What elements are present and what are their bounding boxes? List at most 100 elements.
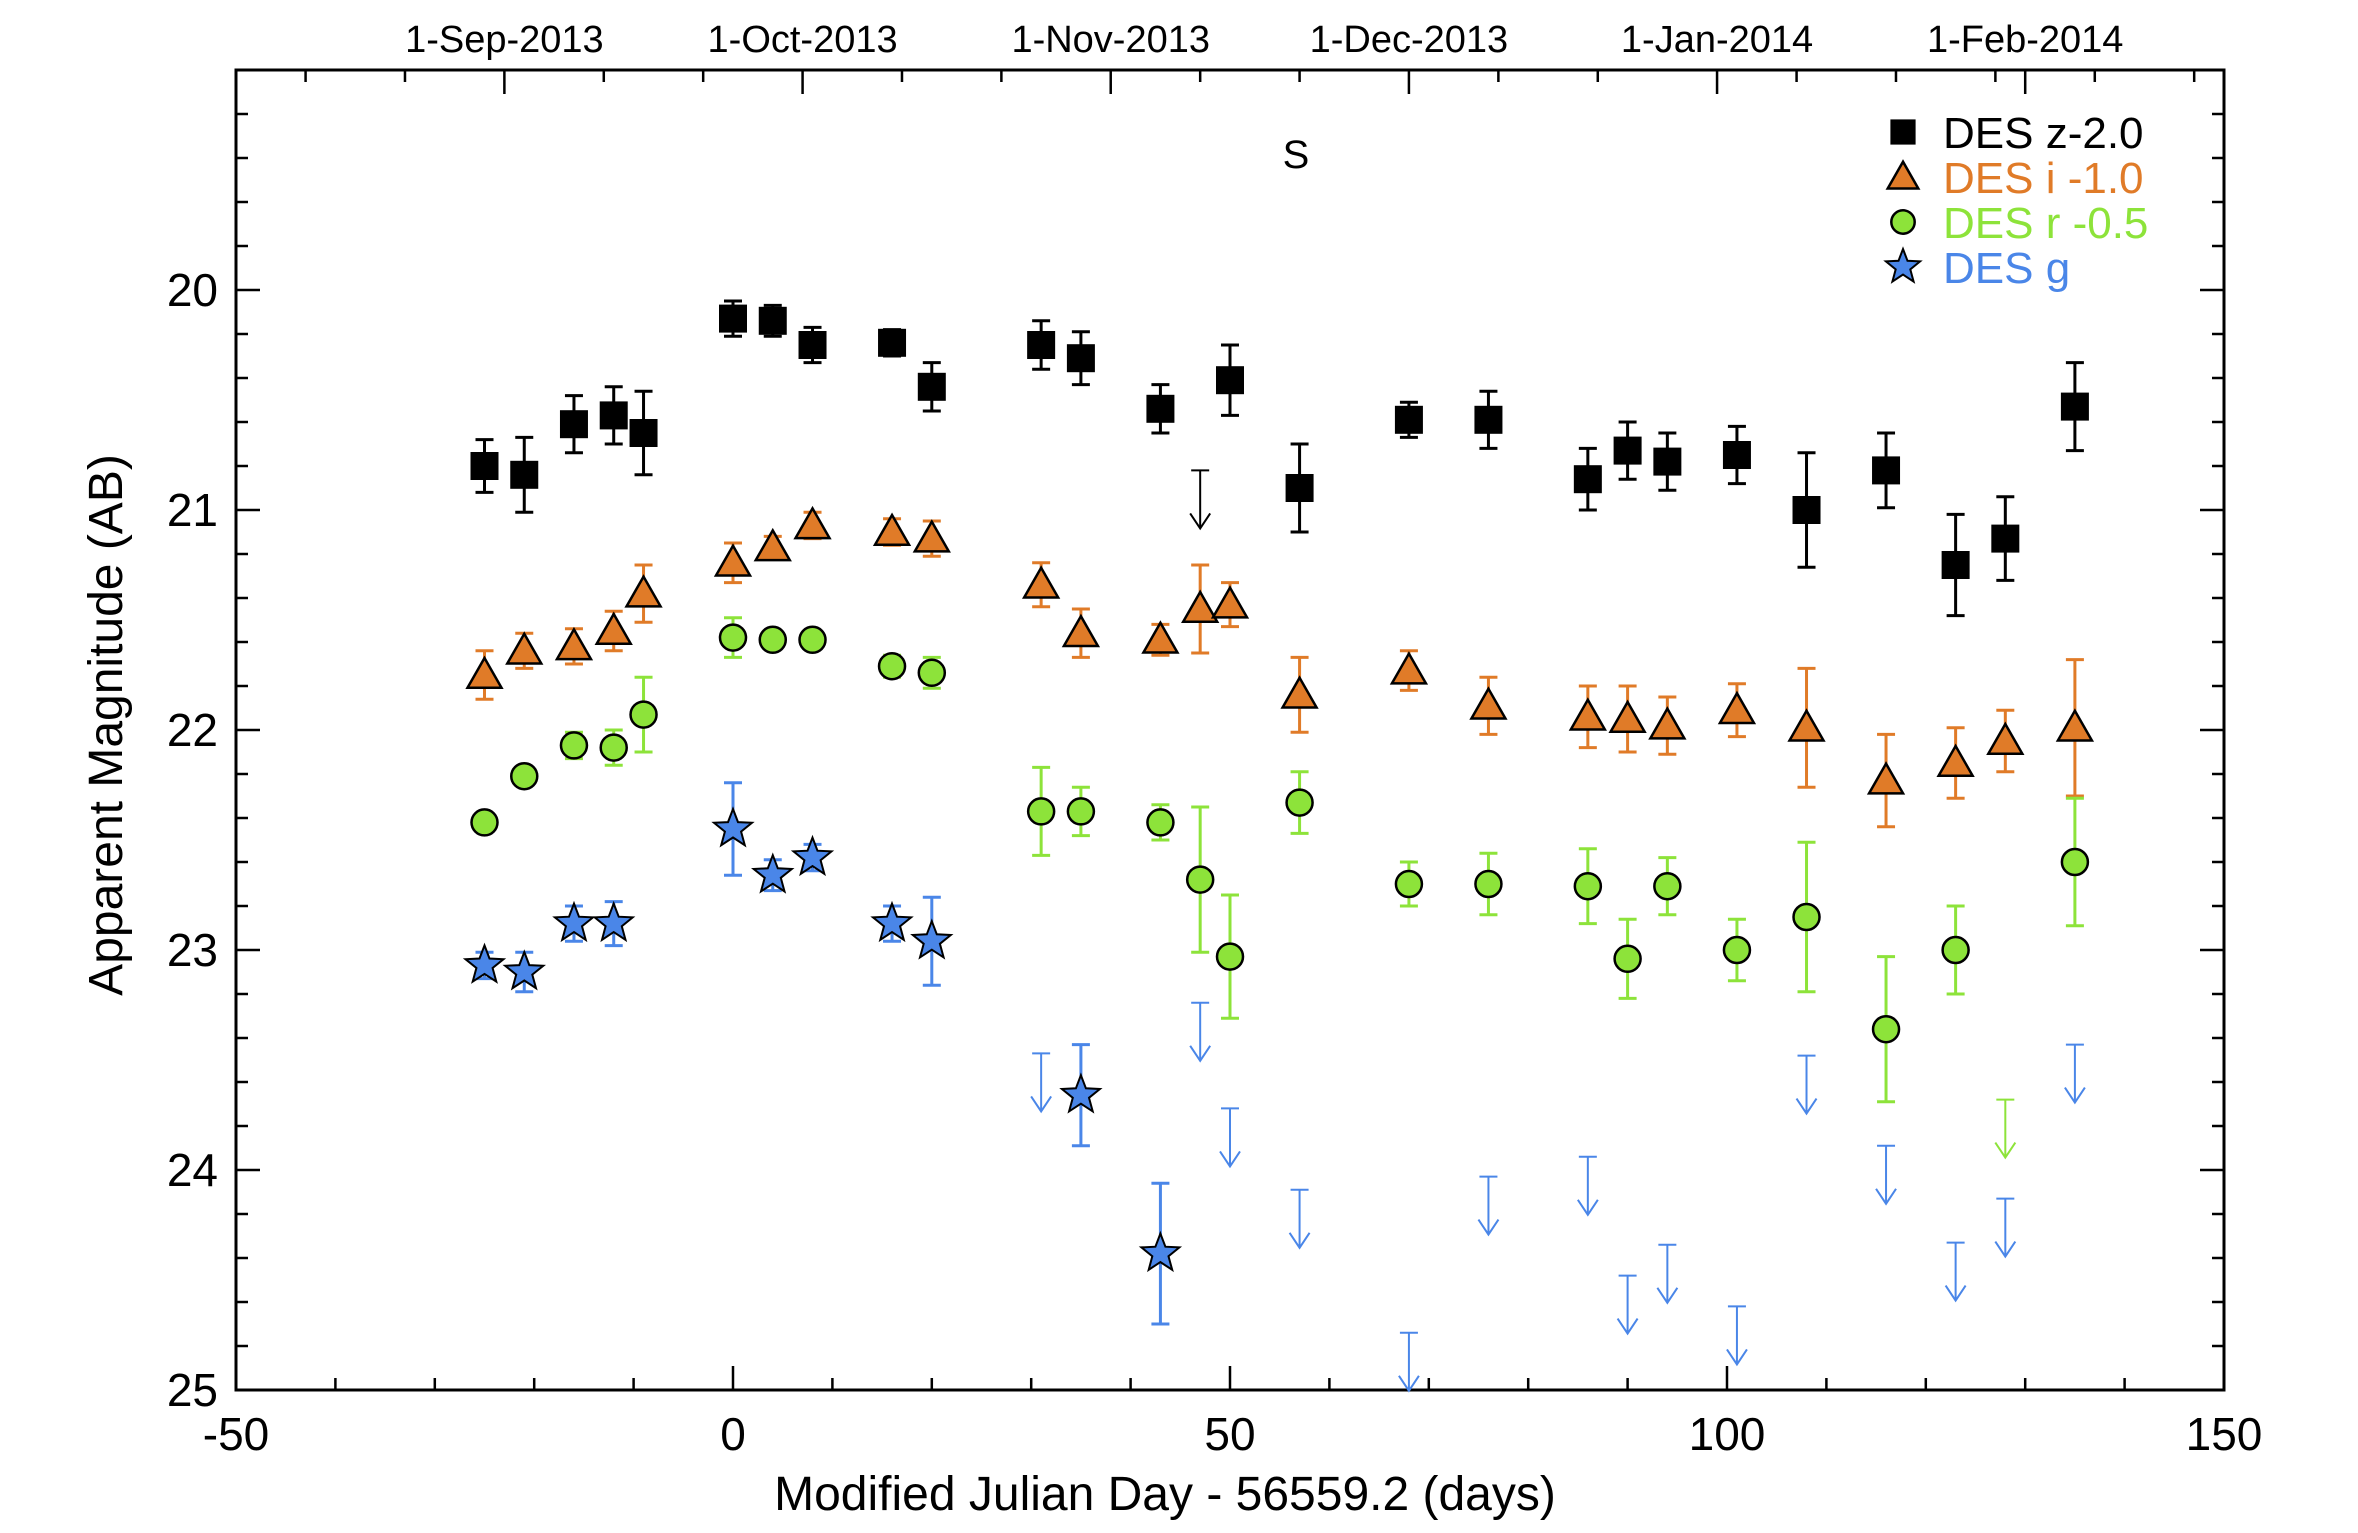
data-point [599, 401, 628, 430]
data-point [758, 625, 788, 655]
legend-marker [1883, 246, 1923, 284]
data-point [1280, 675, 1319, 709]
data-point [552, 900, 596, 943]
x-tick-label: 150 [2186, 1408, 2263, 1460]
data-point [594, 611, 633, 645]
data-point [1936, 743, 1975, 777]
data-point [470, 808, 499, 837]
data-point [1146, 808, 1175, 837]
limit-arrow-head [1477, 1219, 1500, 1237]
data-point [1389, 651, 1429, 685]
data-layer [462, 299, 2095, 1393]
data-point [1027, 331, 1056, 359]
data-point [1787, 708, 1826, 742]
data-point [465, 655, 504, 689]
limit-arrow-head [1994, 1142, 2017, 1160]
top-tick-label: 1-Oct-2013 [708, 19, 898, 61]
x-tick-label: 100 [1689, 1408, 1766, 1460]
top-tick-label: 1-Feb-2014 [1927, 19, 2123, 61]
limit-arrow-head [1944, 1285, 1967, 1303]
data-point [1648, 706, 1687, 740]
data-point [629, 419, 658, 447]
data-point [2060, 847, 2090, 877]
legend-marker [1885, 159, 1921, 190]
data-point [624, 574, 663, 608]
legend-label: DES r -0.5 [1943, 199, 2148, 248]
limit-arrow-head [1030, 1095, 1052, 1114]
data-point [1568, 697, 1607, 731]
data-point [1613, 436, 1642, 465]
data-point [1941, 551, 1970, 579]
data-point [1285, 474, 1314, 502]
data-point [1474, 405, 1503, 434]
limit-arrow-head [1189, 512, 1212, 531]
data-point [2055, 708, 2095, 742]
data-point [912, 519, 951, 553]
data-point [1181, 589, 1220, 623]
data-point [1021, 565, 1061, 599]
data-point [505, 631, 544, 665]
data-point [1185, 865, 1215, 894]
data-point [751, 852, 795, 894]
data-point [1613, 944, 1642, 974]
legend-label: DES i -1.0 [1943, 154, 2144, 203]
data-point [1215, 942, 1245, 971]
data-point [1608, 699, 1647, 733]
data-point [1866, 761, 1906, 795]
data-point [1138, 1230, 1183, 1273]
data-point [559, 731, 589, 760]
data-point [1653, 447, 1682, 476]
data-point [1872, 456, 1901, 485]
data-point [798, 625, 827, 655]
data-point [878, 328, 907, 357]
legend-marker [1890, 209, 1916, 235]
top-tick-label: 1-Jan-2014 [1621, 19, 1813, 61]
data-point [1066, 344, 1095, 373]
data-point [753, 527, 792, 562]
data-point [1986, 721, 2025, 755]
legend-marker [1890, 119, 1916, 145]
data-point [793, 505, 832, 540]
x-axis-label: Modified Julian Day - 56559.2 (days) [774, 1468, 1556, 1521]
data-point [554, 626, 594, 661]
data-point [1061, 613, 1101, 648]
y-tick-label: 22 [167, 704, 218, 756]
data-point [1941, 935, 1970, 965]
limit-arrow-head [1577, 1199, 1599, 1217]
limit-arrow-head [1398, 1375, 1420, 1393]
limit-arrow-head [1656, 1287, 1679, 1305]
data-point [1722, 935, 1752, 965]
data-point [510, 460, 539, 489]
y-tick-label: 23 [167, 924, 218, 976]
y-tick-label: 25 [167, 1364, 218, 1416]
data-point [1394, 869, 1424, 899]
top-tick-label: 1-Sep-2013 [405, 19, 604, 61]
data-point [462, 942, 507, 984]
series-0 [470, 299, 2089, 618]
data-point [502, 949, 546, 991]
data-point [877, 651, 907, 681]
series-2 [470, 616, 2090, 1160]
plot-frame [234, 68, 2226, 1392]
series-1 [465, 505, 2095, 829]
limit-arrow-head [1795, 1098, 1818, 1116]
y-tick-label: 20 [167, 264, 218, 316]
y-tick-label: 21 [167, 484, 218, 536]
data-point [1469, 686, 1508, 720]
data-point [711, 806, 755, 848]
series-3 [462, 781, 2086, 1393]
x-tick-label: 0 [720, 1408, 746, 1460]
data-point [1026, 797, 1056, 826]
data-point [1141, 620, 1180, 654]
data-point [1066, 797, 1096, 826]
data-point [1573, 871, 1603, 901]
data-point [719, 304, 747, 333]
data-point [1059, 1072, 1103, 1114]
limit-arrow-head [1616, 1318, 1639, 1336]
data-point [1474, 869, 1503, 899]
data-point [1792, 496, 1821, 524]
top-tick-label: 1-Dec-2013 [1310, 19, 1509, 61]
data-point [1792, 902, 1821, 932]
data-point [592, 900, 636, 943]
